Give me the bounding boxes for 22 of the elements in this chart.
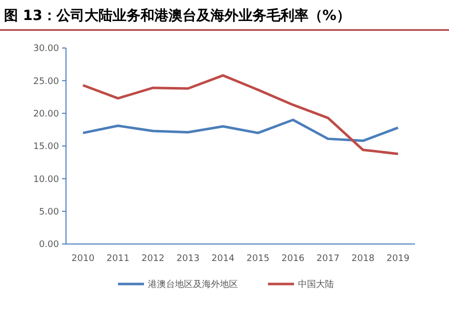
line-series xyxy=(82,118,400,142)
x-tick-label: 2018 xyxy=(352,254,375,264)
y-tick-label: 20.00 xyxy=(33,109,60,120)
y-tick-label: 30.00 xyxy=(33,44,60,54)
x-tick-label: 2017 xyxy=(316,254,340,264)
x-tick-label: 2012 xyxy=(142,254,164,264)
x-tick-label: 2015 xyxy=(246,254,270,264)
x-tick-label: 2013 xyxy=(176,254,200,264)
x-tick-label: 2014 xyxy=(212,254,235,264)
x-tick-label: 2010 xyxy=(72,254,95,264)
line-series xyxy=(82,74,400,156)
y-tick-label: 5.00 xyxy=(38,207,60,218)
chart-title: 图 13：公司大陆业务和港澳台及海外业务毛利率（%） xyxy=(4,7,350,24)
x-tick-label: 2019 xyxy=(386,254,410,264)
y-tick-label: 25.00 xyxy=(33,76,60,87)
y-tick-label: 0.00 xyxy=(38,240,60,250)
legend-label: 中国大陆 xyxy=(298,279,334,290)
y-tick-label: 10.00 xyxy=(33,174,60,185)
x-tick-label: 2016 xyxy=(282,254,305,264)
legend-label: 港澳台地区及海外地区 xyxy=(148,279,238,290)
y-tick-label: 15.00 xyxy=(33,142,60,152)
x-tick-label: 2011 xyxy=(106,254,130,264)
